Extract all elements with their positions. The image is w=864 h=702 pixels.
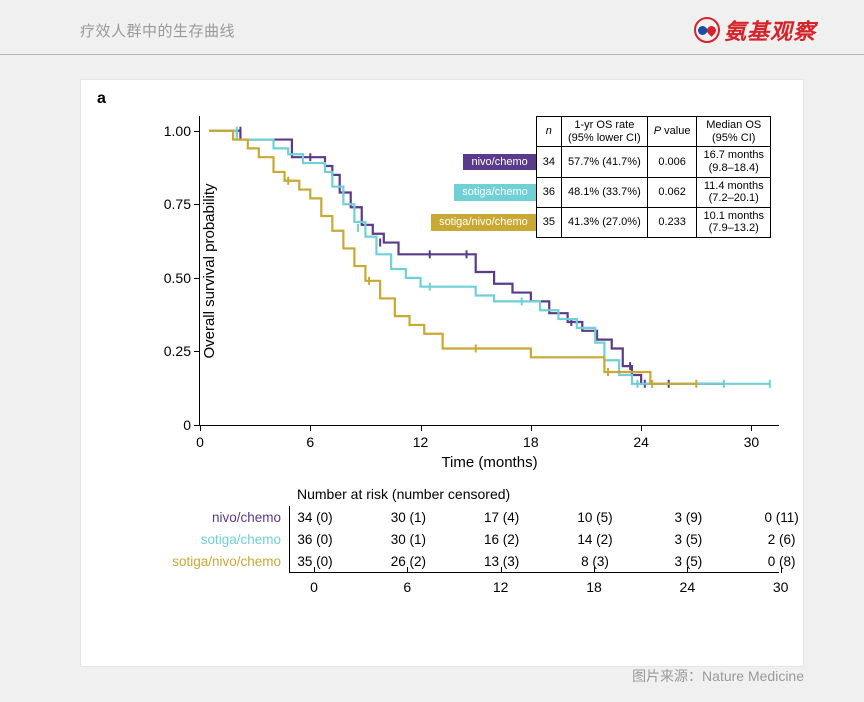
stats-header: 1-yr OS rate (95% lower CI) — [561, 117, 647, 147]
risk-value: 3 (5) — [674, 554, 702, 569]
risk-value: 10 (5) — [577, 510, 612, 525]
risk-value: 36 (0) — [297, 532, 332, 547]
risk-value: 30 (1) — [391, 510, 426, 525]
risk-value: 30 (1) — [391, 532, 426, 547]
source-credit: 图片来源：Nature Medicine — [632, 666, 804, 686]
stats-cell: 34 — [536, 147, 561, 177]
x-tick-label: 0 — [196, 425, 204, 450]
stats-header: n — [536, 117, 561, 147]
risk-axis-tick: 24 — [680, 579, 696, 595]
stats-table: n1-yr OS rate (95% lower CI)P valueMedia… — [425, 116, 771, 238]
risk-axis-tick: 30 — [773, 579, 789, 595]
risk-row-label: sotiga/nivo/chemo — [129, 554, 289, 569]
x-axis-label: Time (months) — [441, 454, 537, 471]
risk-axis-tick: 18 — [586, 579, 602, 595]
risk-value: 14 (2) — [577, 532, 612, 547]
risk-value: 35 (0) — [297, 554, 332, 569]
y-tick-label: 0.25 — [164, 343, 200, 359]
risk-value: 2 (6) — [768, 532, 796, 547]
stats-cell: 41.3% (27.0%) — [561, 207, 647, 237]
logo-text: 氨基观察 — [724, 14, 816, 46]
risk-value: 34 (0) — [297, 510, 332, 525]
stats-cell: 16.7 months (9.8–18.4) — [697, 147, 771, 177]
y-tick-label: 1.00 — [164, 123, 200, 139]
legend-nivo_chemo: nivo/chemo — [463, 154, 535, 171]
x-tick-label: 18 — [523, 425, 539, 450]
stats-cell: 36 — [536, 177, 561, 207]
header-title: 疗效人群中的生存曲线 — [80, 20, 235, 41]
legend-sotiga_nivo_chemo: sotiga/nivo/chemo — [431, 214, 536, 231]
stats-header: Median OS (95% CI) — [697, 117, 771, 147]
legend-sotiga_chemo: sotiga/chemo — [454, 184, 535, 201]
stats-cell: 0.006 — [647, 147, 697, 177]
stats-cell: 35 — [536, 207, 561, 237]
panel-letter: a — [97, 90, 106, 108]
risk-axis-tick: 0 — [310, 579, 318, 595]
stats-cell: 0.233 — [647, 207, 697, 237]
risk-value: 13 (3) — [484, 554, 519, 569]
stats-header: P value — [647, 117, 697, 147]
y-tick-label: 0.75 — [164, 196, 200, 212]
x-tick-label: 30 — [744, 425, 760, 450]
km-chart: Overall survival probability Time (month… — [199, 116, 779, 426]
stats-cell: 0.062 — [647, 177, 697, 207]
stats-cell: 11.4 months (7.2–20.1) — [697, 177, 771, 207]
risk-value: 0 (8) — [768, 554, 796, 569]
x-tick-label: 6 — [306, 425, 314, 450]
risk-axis-tick: 6 — [403, 579, 411, 595]
risk-row-label: nivo/chemo — [129, 510, 289, 525]
logo: 氨基观察 — [694, 14, 816, 46]
risk-value: 26 (2) — [391, 554, 426, 569]
stats-cell: 57.7% (41.7%) — [561, 147, 647, 177]
stats-cell: 10.1 months (7.9–13.2) — [697, 207, 771, 237]
page-header: 疗效人群中的生存曲线 氨基观察 — [0, 0, 864, 55]
risk-value: 3 (9) — [674, 510, 702, 525]
risk-value: 16 (2) — [484, 532, 519, 547]
risk-table: nivo/chemo 34 (0) 30 (1) 17 (4) 10 (5) 3 (9) 0… — [129, 506, 779, 600]
risk-value: 17 (4) — [484, 510, 519, 525]
stats-cell: 48.1% (33.7%) — [561, 177, 647, 207]
risk-table-title: Number at risk (number censored) — [297, 486, 510, 502]
risk-row-label: sotiga/chemo — [129, 532, 289, 547]
risk-value: 8 (3) — [581, 554, 609, 569]
x-tick-label: 12 — [413, 425, 429, 450]
risk-value: 3 (5) — [674, 532, 702, 547]
logo-icon — [694, 17, 720, 43]
x-tick-label: 24 — [633, 425, 649, 450]
figure-panel: a Overall survival probability Time (mon… — [80, 79, 804, 667]
y-tick-label: 0.50 — [164, 270, 200, 286]
risk-axis-tick: 12 — [493, 579, 509, 595]
risk-value: 0 (11) — [765, 510, 799, 525]
